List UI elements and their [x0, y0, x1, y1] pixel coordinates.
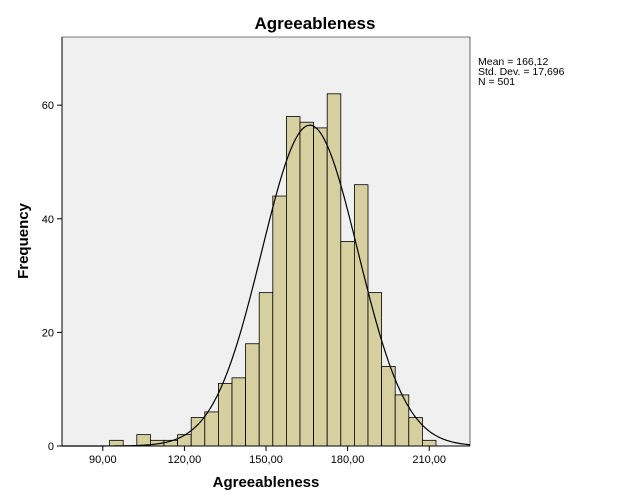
- histogram-bar: [340, 241, 355, 447]
- y-tick-label: 40: [42, 214, 54, 226]
- histogram-bar: [326, 93, 342, 447]
- x-tick-label: 120,00: [168, 454, 202, 466]
- histogram-bar: [381, 366, 396, 447]
- stats-std-dev: Std. Dev. = 17,696: [478, 66, 565, 78]
- histogram-bar: [285, 116, 301, 447]
- y-axis-title: Frequency: [15, 202, 32, 279]
- stats-n: N = 501: [478, 76, 515, 88]
- histogram-bar: [258, 292, 274, 447]
- histogram-bar: [204, 411, 219, 447]
- histogram-bar: [109, 439, 124, 447]
- histogram-bar: [353, 184, 369, 447]
- histogram-bar: [231, 377, 246, 447]
- y-tick-label: 60: [42, 100, 54, 112]
- x-tick-label: 180,00: [331, 454, 365, 466]
- plot-area: 0 20 40 60 90,00 120,00 150,00 180,00 210,00: [42, 36, 471, 466]
- histogram-bar: [245, 343, 260, 447]
- y-tick-label: 0: [48, 441, 54, 453]
- x-tick-label: 90,00: [89, 454, 117, 466]
- histogram-bar: [190, 417, 206, 447]
- x-tick-label: 150,00: [249, 454, 283, 466]
- histogram-bar: [177, 434, 192, 447]
- x-tick-label: 210,00: [412, 454, 446, 466]
- stats-mean: Mean = 166,12: [478, 56, 549, 68]
- histogram-bar: [272, 195, 287, 447]
- chart-title: Agreeableness: [255, 14, 376, 33]
- y-tick-label: 20: [42, 327, 54, 339]
- histogram-bar: [408, 417, 423, 447]
- stats-box: Mean = 166,12 Std. Dev. = 17,696 N = 501: [478, 56, 565, 88]
- histogram-bar: [421, 439, 437, 447]
- histogram-bar: [217, 383, 233, 447]
- histogram-bar: [313, 127, 328, 447]
- x-axis-title: Agreeableness: [213, 474, 320, 491]
- histogram-bar: [299, 121, 315, 447]
